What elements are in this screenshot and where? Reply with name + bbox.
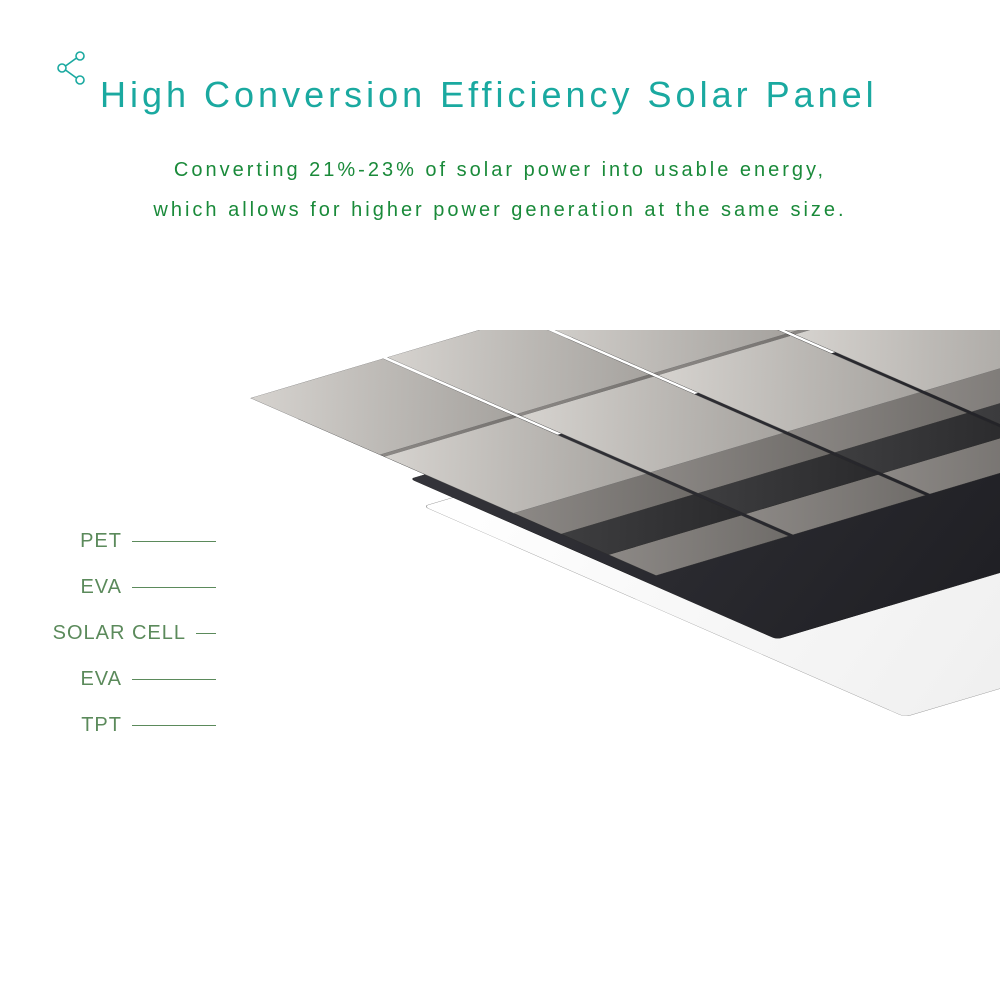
subtitle: Converting 21%-23% of solar power into u… (0, 150, 1000, 230)
layer-labels: PET EVA SOLAR CELL EVA TPT (26, 518, 216, 748)
leader-line (132, 587, 216, 588)
leader-line (132, 679, 216, 680)
label-eva-1: EVA (26, 564, 216, 610)
label-eva-2: EVA (26, 656, 216, 702)
subtitle-line-2: which allows for higher power generation… (153, 199, 846, 221)
label-tpt: TPT (26, 702, 216, 748)
leader-line (132, 725, 216, 726)
leader-line (196, 633, 216, 634)
page-title: High Conversion Efficiency Solar Panel (100, 74, 878, 116)
subtitle-line-1: Converting 21%-23% of solar power into u… (174, 159, 826, 181)
label-pet: PET (26, 518, 216, 564)
leader-line (132, 541, 216, 542)
label-solar-cell: SOLAR CELL (26, 610, 216, 656)
solar-panel-exploded-diagram (215, 330, 1000, 1000)
share-icon (54, 50, 90, 91)
